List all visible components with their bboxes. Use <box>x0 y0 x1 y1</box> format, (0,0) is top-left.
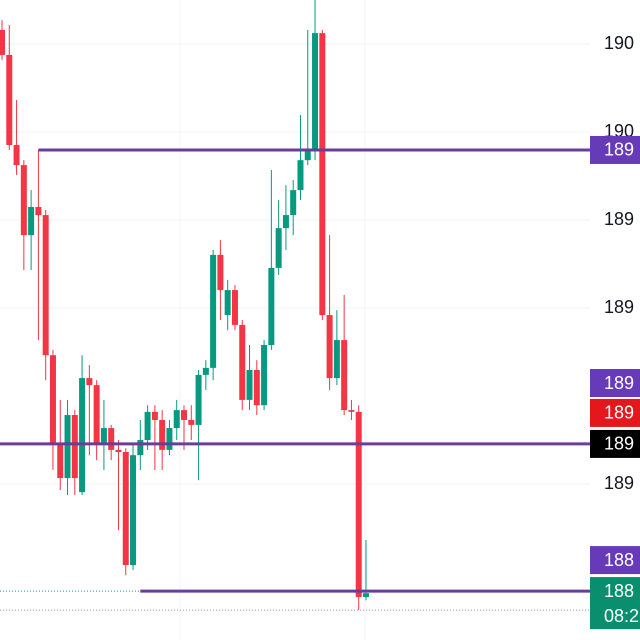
y-tick-label: 190 <box>604 121 634 141</box>
price-badge-label: 189 <box>604 403 634 423</box>
candle-body <box>6 54 13 146</box>
candle-body <box>79 378 86 493</box>
candle-body <box>42 215 49 356</box>
y-tick-label: 190 <box>604 33 634 53</box>
price-badge <box>590 429 640 458</box>
candle-body <box>28 206 35 236</box>
candle-body <box>363 593 369 598</box>
price-badge <box>590 398 640 427</box>
candle-body <box>355 411 362 598</box>
price-badge <box>590 369 640 398</box>
candle-body <box>57 444 64 479</box>
candle-body <box>181 410 187 420</box>
candle-body <box>312 33 319 150</box>
candle-body <box>275 228 282 268</box>
candle-body <box>108 428 115 450</box>
candle-body <box>35 206 42 216</box>
candle-body <box>173 410 180 429</box>
candle-body <box>239 324 246 400</box>
candle-body <box>159 419 166 450</box>
candle-body <box>282 215 289 229</box>
candle-body <box>202 367 209 375</box>
y-tick-label: 189 <box>604 209 634 229</box>
candle-body <box>231 290 238 325</box>
candle-body <box>297 160 304 191</box>
candle-body <box>64 415 71 479</box>
candle-body <box>13 145 20 166</box>
candle-body <box>268 267 275 345</box>
candle-body <box>217 254 224 291</box>
price-badge-label: 189 <box>604 373 634 393</box>
candle-body <box>20 165 27 236</box>
price-badge-label: 189 <box>604 140 634 160</box>
candle-body <box>122 452 129 566</box>
candle-body <box>151 411 158 420</box>
y-tick-label: 189 <box>604 473 634 493</box>
candle-body <box>86 378 93 386</box>
candle-body <box>210 254 217 368</box>
candle-body <box>0 29 5 55</box>
candle-body <box>93 385 100 445</box>
price-badge <box>590 546 640 575</box>
countdown-label: 08:2 <box>604 606 639 626</box>
price-badge <box>590 135 640 164</box>
candle-body <box>333 340 340 379</box>
candle-body <box>195 374 202 425</box>
price-badge-label: 189 <box>604 434 634 454</box>
candle-body <box>144 411 151 441</box>
candle-body <box>246 369 253 400</box>
candle-body <box>304 149 311 161</box>
price-badge-label: 188 <box>604 550 634 570</box>
price-badge <box>590 577 640 630</box>
candle-body <box>290 190 297 216</box>
candle-body <box>326 315 333 379</box>
candle-body <box>71 415 78 479</box>
candle-body <box>319 33 326 316</box>
y-tick-label: 189 <box>604 297 634 317</box>
candle-body <box>115 449 122 453</box>
candle-body <box>224 290 231 316</box>
candle-body <box>166 428 173 450</box>
candle-body <box>261 344 268 406</box>
candle-body <box>130 455 137 566</box>
candle-body <box>49 355 56 445</box>
price-badge-label: 188 <box>604 581 634 601</box>
candle-body <box>253 369 260 406</box>
candle-body <box>341 340 348 411</box>
candle-body <box>348 410 355 412</box>
candle-body <box>137 440 144 456</box>
candle-body <box>100 428 107 445</box>
candle-body <box>188 419 195 425</box>
